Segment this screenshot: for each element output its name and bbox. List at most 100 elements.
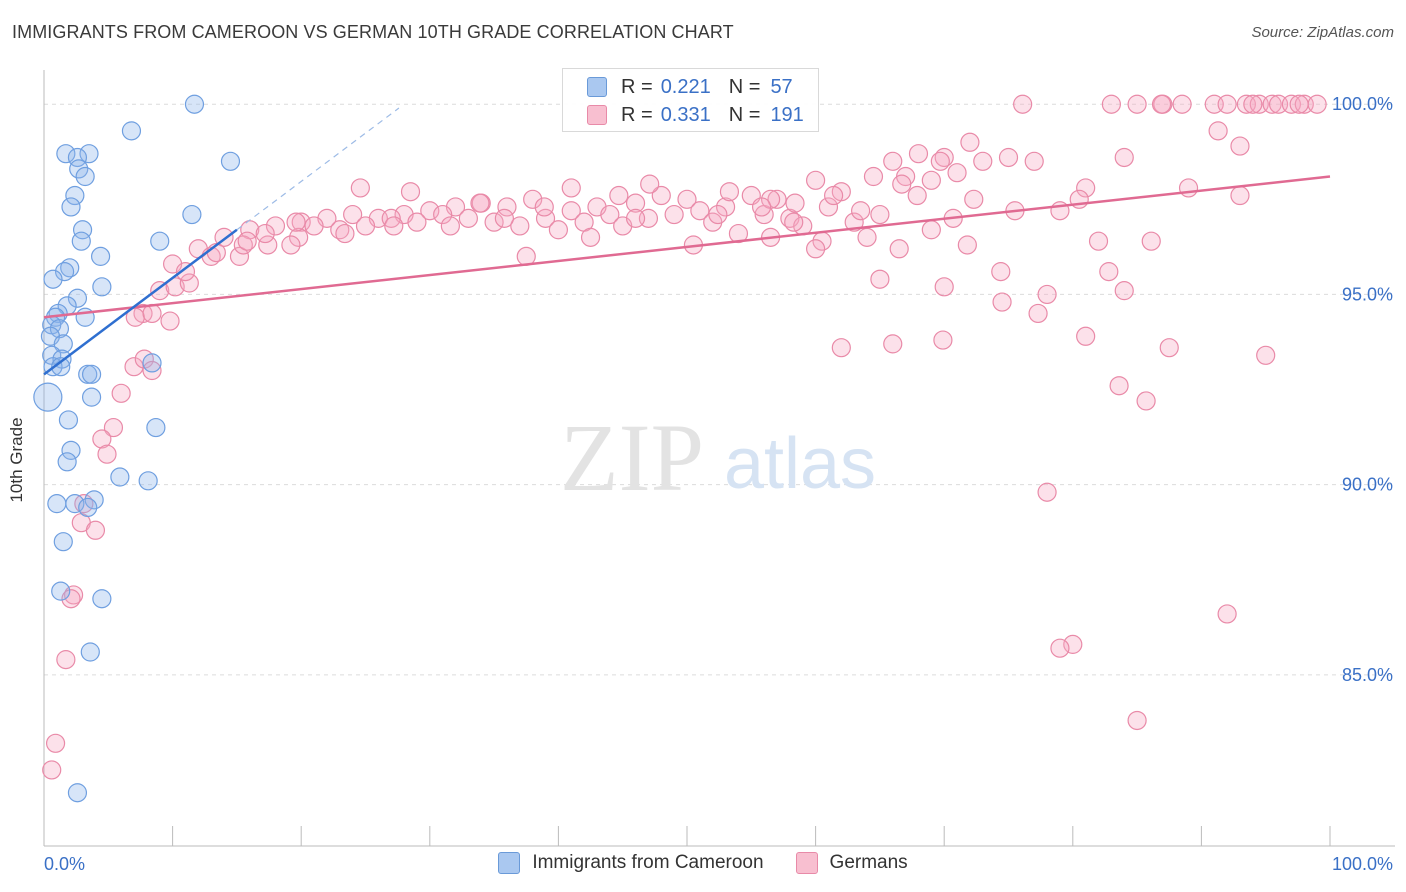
legend-row-germans: R = 0.331 N = 191 [587, 103, 804, 127]
germans-point [784, 212, 804, 232]
germans-point [1151, 94, 1172, 114]
y-tick-labels: 85.0% 90.0% 95.0% 100.0% [1332, 94, 1393, 685]
germans-point [420, 201, 440, 221]
germans-point [92, 429, 112, 449]
germans-point [1307, 94, 1327, 114]
legend-item-cameroon[interactable]: Immigrants from Cameroon [498, 852, 764, 874]
germans-point [1099, 262, 1119, 282]
cameroon-point [90, 246, 111, 266]
correlation-legend: R = 0.221 N = 57 R = 0.331 N = 191 [562, 68, 819, 132]
legend-swatch-cameroon [498, 852, 521, 874]
germans-point [45, 733, 66, 753]
germans-point [1050, 638, 1070, 658]
cameroon-point [60, 258, 80, 278]
germans-point [561, 201, 581, 221]
cameroon-point [43, 269, 63, 289]
germans-point [561, 178, 581, 198]
germans-point [651, 185, 671, 206]
germans-point [160, 311, 180, 331]
germans-point [381, 208, 401, 228]
germans-point [998, 147, 1019, 168]
germans-point [103, 417, 124, 438]
cameroon-point [67, 288, 88, 308]
germans-point [930, 151, 950, 171]
legend-n-label: N = [728, 75, 761, 98]
cameroon-point [146, 417, 166, 438]
germans-point [237, 231, 257, 251]
germans-point [179, 273, 199, 293]
germans-point [883, 151, 903, 171]
germans-point [889, 239, 909, 259]
cameroon-trend-line [43, 228, 238, 376]
germans-point [1208, 121, 1228, 141]
cameroon-point [51, 581, 71, 601]
germans-point [1217, 94, 1237, 114]
germans-point [111, 383, 131, 403]
germans-point [400, 182, 421, 202]
cameroon-point [54, 262, 75, 282]
series-legend: Immigrants from Cameroon Germans [0, 852, 1406, 874]
x-tick-label: 100.0% [1332, 854, 1393, 874]
germans-point [1127, 94, 1147, 114]
germans-point [805, 170, 826, 190]
germans-point [947, 163, 967, 183]
germans-point [664, 204, 684, 225]
germans-point [255, 223, 275, 244]
germans-point [142, 360, 162, 381]
germans-point [165, 277, 185, 297]
germans-point [1037, 284, 1057, 305]
germans-point [992, 292, 1012, 312]
germans-point [1178, 178, 1199, 198]
germans-point [150, 281, 170, 301]
y-tick-label: 90.0% [1342, 475, 1393, 495]
legend-swatch-germans [587, 105, 607, 125]
germans-point [625, 208, 646, 228]
germans-point [870, 204, 890, 225]
germans-point [175, 262, 196, 282]
germans-point [767, 189, 787, 209]
germans-point [484, 212, 504, 232]
legend-label-cameroon: Immigrants from Cameroon [532, 852, 764, 873]
germans-point [286, 212, 306, 232]
germans-point [1114, 147, 1134, 168]
germans-point [1127, 710, 1147, 731]
axes [43, 70, 1395, 847]
germans-point [964, 189, 984, 209]
germans-point [1076, 326, 1096, 346]
legend-n-value: 57 [770, 75, 793, 98]
germans-point [1024, 151, 1044, 171]
cameroon-point [81, 387, 102, 407]
legend-swatch-germans [795, 852, 818, 874]
legend-swatch-cameroon [587, 77, 607, 97]
germans-point [728, 223, 749, 244]
germans-point [907, 185, 927, 206]
cameroon-point [47, 494, 67, 514]
cameroon-point [61, 440, 81, 460]
germans-point [785, 193, 805, 213]
cameroon-point [71, 231, 91, 251]
germans-point [470, 193, 490, 213]
cameroon-point [51, 357, 71, 377]
germans-point [934, 277, 954, 297]
chart-title: IMMIGRANTS FROM CAMEROON VS GERMAN 10TH … [12, 22, 734, 42]
germans-point [304, 216, 324, 236]
germans-point [1230, 136, 1250, 156]
germans-point [818, 197, 839, 217]
x-tick-labels: 0.0% 100.0% [44, 854, 1393, 874]
germans-point [600, 204, 620, 225]
cameroon-point [56, 144, 76, 164]
germans-point [751, 197, 772, 217]
x-tick-label: 0.0% [44, 854, 85, 874]
germans-point [265, 216, 286, 236]
chart-source: Source: ZipAtlas.com [1251, 24, 1394, 41]
legend-item-germans[interactable]: Germans [795, 852, 908, 874]
germans-point [921, 170, 941, 190]
germans-point [1109, 376, 1129, 396]
germans-point [233, 235, 253, 255]
germans-point [61, 589, 81, 609]
legend-row-cameroon: R = 0.221 N = 57 [587, 75, 793, 99]
germans-point [851, 201, 871, 221]
germans-point [97, 444, 117, 464]
germans-point [229, 246, 250, 266]
